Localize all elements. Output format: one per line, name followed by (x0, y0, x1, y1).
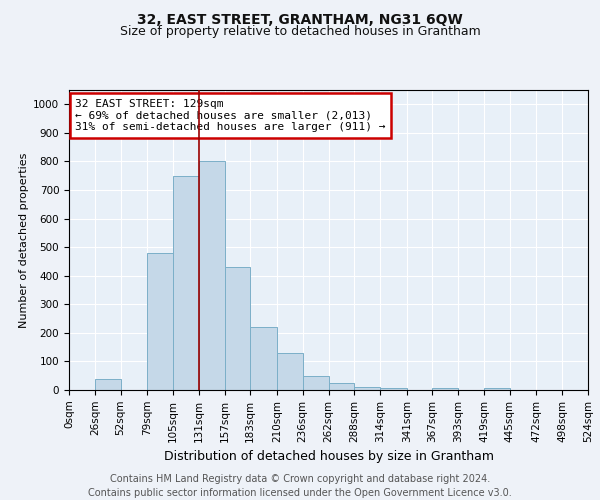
X-axis label: Distribution of detached houses by size in Grantham: Distribution of detached houses by size … (163, 450, 493, 463)
Bar (303, 376, 329, 390)
Text: Contains HM Land Registry data © Crown copyright and database right 2024.
Contai: Contains HM Land Registry data © Crown c… (88, 474, 512, 498)
Bar (380, 388, 407, 390)
Bar (433, 388, 458, 390)
Bar (199, 162, 224, 390)
Text: 32, EAST STREET, GRANTHAM, NG31 6QW: 32, EAST STREET, GRANTHAM, NG31 6QW (137, 12, 463, 26)
Text: Size of property relative to detached houses in Grantham: Size of property relative to detached ho… (119, 25, 481, 38)
Bar (250, 327, 277, 390)
Bar (224, 267, 250, 390)
Bar (173, 176, 199, 390)
Bar (95, 378, 121, 390)
Bar (147, 253, 173, 390)
Bar (354, 386, 380, 390)
Y-axis label: Number of detached properties: Number of detached properties (19, 152, 29, 328)
Bar (329, 383, 354, 390)
Bar (484, 388, 510, 390)
Bar (277, 353, 303, 390)
Text: 32 EAST STREET: 129sqm
← 69% of detached houses are smaller (2,013)
31% of semi-: 32 EAST STREET: 129sqm ← 69% of detached… (75, 99, 386, 132)
